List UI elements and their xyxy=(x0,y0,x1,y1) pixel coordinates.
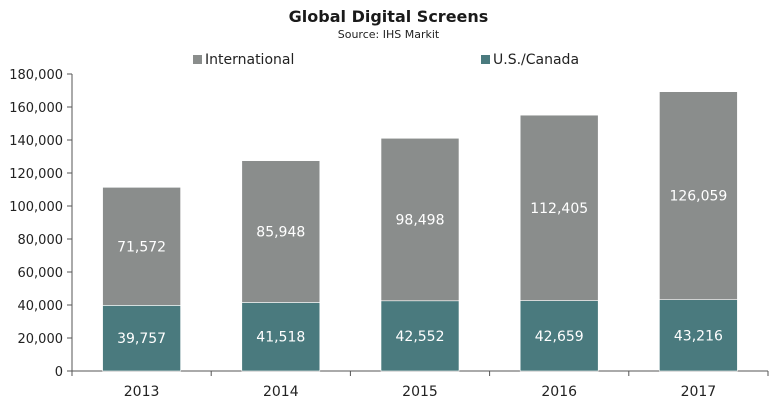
y-tick-label: 160,000 xyxy=(9,101,63,116)
chart-title: Global Digital Screens xyxy=(288,7,489,26)
data-label: 42,552 xyxy=(396,329,445,345)
x-tick-label: 2013 xyxy=(124,384,160,400)
legend-label: U.S./Canada xyxy=(493,52,579,68)
x-tick-label: 2014 xyxy=(263,384,299,400)
bar-segment-u-s-canada-2017 xyxy=(659,299,738,372)
data-label: 71,572 xyxy=(117,239,166,255)
bar-segment-international-2014 xyxy=(241,160,321,303)
chart-subtitle: Source: IHS Markit xyxy=(337,28,440,41)
bar-segment-u-s-canada-2014 xyxy=(241,302,321,372)
bar-segment-u-s-canada-2015 xyxy=(380,300,460,372)
data-label: 85,948 xyxy=(256,225,305,241)
legend-swatch xyxy=(481,55,490,64)
x-tick-label: 2016 xyxy=(541,384,577,400)
y-tick-label: 80,000 xyxy=(18,233,64,248)
data-label: 98,498 xyxy=(396,213,445,229)
data-label: 126,059 xyxy=(669,189,727,205)
y-tick-label: 120,000 xyxy=(9,167,63,182)
y-tick-label: 140,000 xyxy=(9,134,63,149)
data-label: 41,518 xyxy=(256,330,305,346)
bar-segment-u-s-canada-2013 xyxy=(102,305,181,372)
x-tick-label: 2015 xyxy=(402,384,438,400)
bar-segment-international-2015 xyxy=(380,137,460,302)
data-label: 39,757 xyxy=(117,331,166,347)
bar-segment-u-s-canada-2016 xyxy=(519,300,599,372)
legend-label: International xyxy=(205,52,294,68)
y-tick-label: 180,000 xyxy=(9,68,63,83)
bar-segment-international-2016 xyxy=(519,114,599,301)
data-label: 112,405 xyxy=(530,201,588,217)
y-tick-label: 0 xyxy=(55,365,63,380)
x-tick-label: 2017 xyxy=(681,384,717,400)
y-tick-label: 40,000 xyxy=(18,299,64,314)
y-tick-label: 100,000 xyxy=(9,200,63,215)
y-tick-label: 60,000 xyxy=(18,266,64,281)
bar-segment-international-2017 xyxy=(659,91,738,300)
y-tick-label: 20,000 xyxy=(18,332,64,347)
data-label: 43,216 xyxy=(674,328,723,344)
legend-swatch xyxy=(193,55,202,64)
data-label: 42,659 xyxy=(535,329,584,345)
bar-segment-international-2013 xyxy=(102,187,181,306)
